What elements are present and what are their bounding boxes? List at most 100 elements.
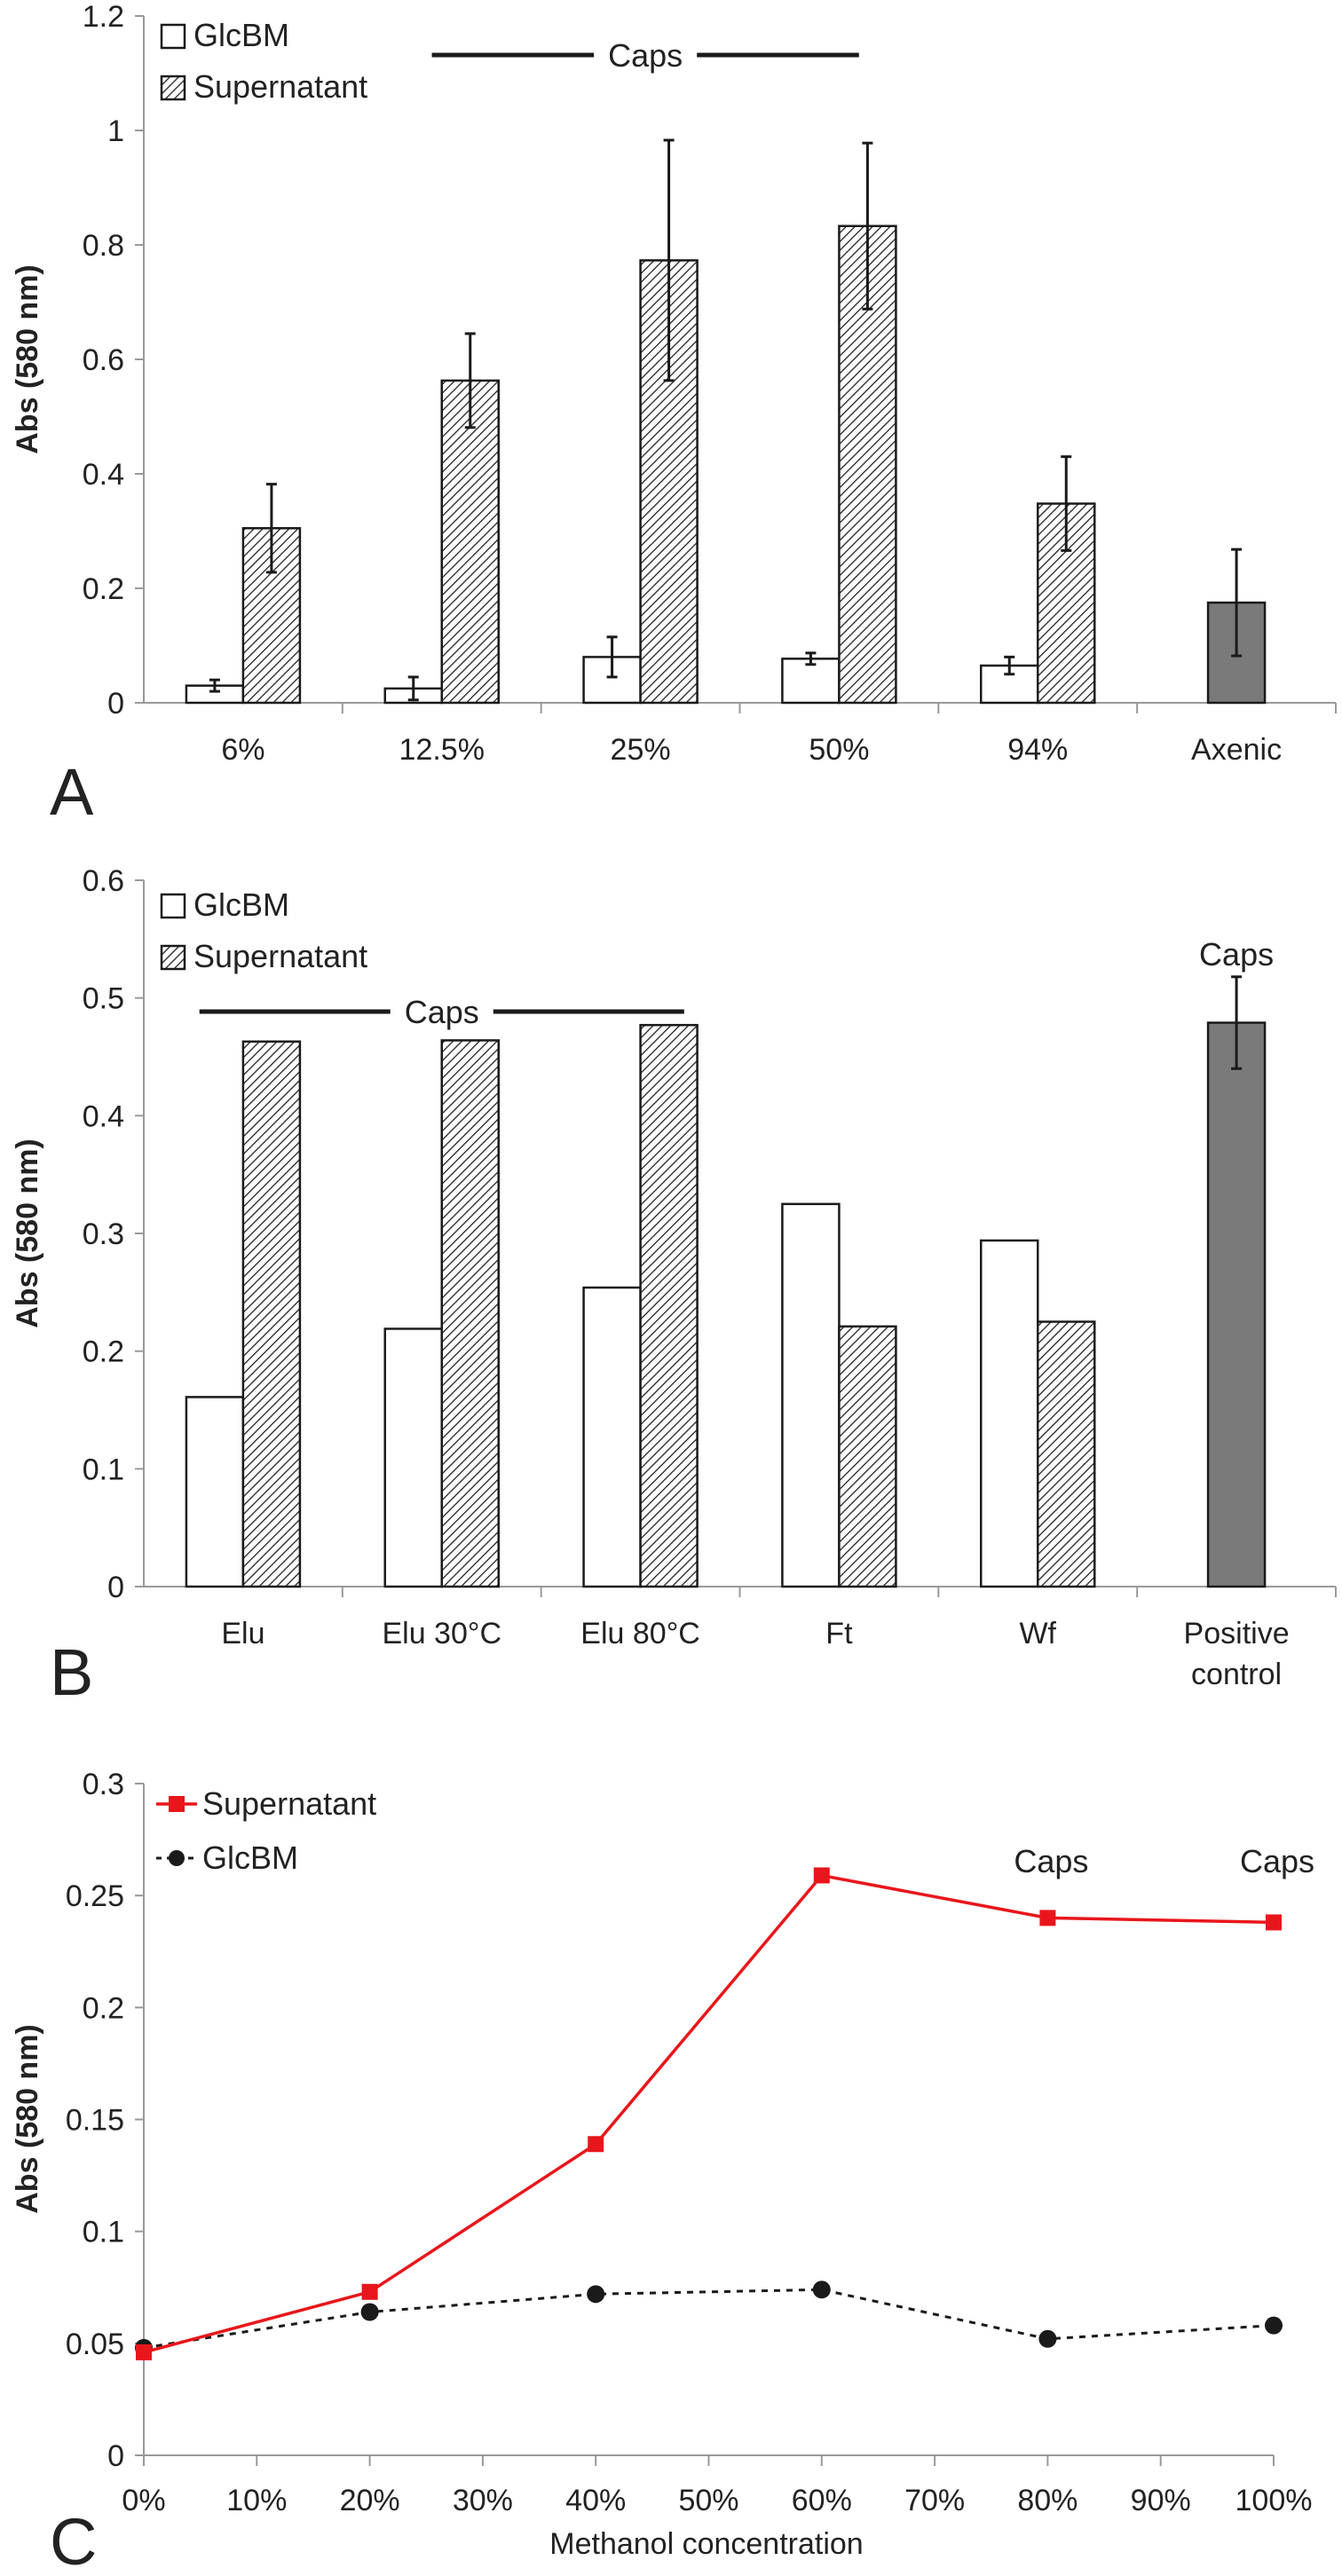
legend-label: Supernatant <box>193 68 367 105</box>
y-tick-label: 0.6 <box>83 864 124 898</box>
x-tick-label: 25% <box>611 733 671 767</box>
glcbm-series-line <box>143 2288 1275 2350</box>
y-tick-label: 0 <box>107 687 124 721</box>
legend-label: GlcBM <box>193 17 289 53</box>
x-tick-label: 10% <box>226 2484 287 2517</box>
caps-label: Caps <box>1014 1843 1088 1879</box>
supernatant-point <box>813 1867 830 1884</box>
y-tick-label: 1 <box>107 114 124 148</box>
supernatant-point <box>361 2283 378 2300</box>
panel-letter: A <box>50 755 94 829</box>
supernatant-series-line <box>143 1873 1275 2354</box>
glcbm-bar <box>781 658 841 705</box>
x-tick-label: 50% <box>809 733 869 767</box>
glcbm-point <box>360 2303 379 2321</box>
y-tick-label: 0.15 <box>66 2104 124 2138</box>
legend-swatch-marker <box>169 1796 185 1812</box>
legend-label: GlcBM <box>202 1839 298 1876</box>
supernatant-point <box>1266 1914 1282 1931</box>
legend-swatch <box>160 944 186 971</box>
y-tick-label: 1.2 <box>83 0 124 34</box>
x-axis-label: Methanol concentration <box>549 2527 863 2561</box>
x-tick-label: 20% <box>340 2484 400 2517</box>
glcbm-point <box>587 2285 605 2304</box>
x-tick-label: Elu 30°C <box>382 1617 501 1650</box>
x-tick-label: 40% <box>565 2484 626 2517</box>
panel-a: 0 0.2 0.4 0.6 0.8 1 1.2 Abs (580 nm) 6% 12.5% 25% 5… <box>11 0 1337 767</box>
caps-label: Caps <box>1240 1843 1314 1879</box>
y-tick-label: 0.2 <box>83 1335 124 1369</box>
glcbm-point <box>812 2281 831 2299</box>
legend-swatch <box>160 23 186 50</box>
supernatant-bar <box>241 1040 302 1588</box>
legend-label: Supernatant <box>193 938 367 974</box>
x-tick-label: 30% <box>453 2484 513 2517</box>
y-tick-label: 0.4 <box>83 458 124 492</box>
panel-letter: B <box>50 1635 93 1709</box>
x-tick-label: 0% <box>122 2484 165 2517</box>
glcbm-bar <box>582 1286 642 1588</box>
y-tick-label: 0.25 <box>66 1879 124 1913</box>
legend-swatch <box>160 893 186 919</box>
caps-label: Caps <box>1199 936 1274 973</box>
panel-letter: C <box>50 2505 97 2572</box>
x-tick-label: control <box>1191 1658 1282 1691</box>
x-tick-label: Elu <box>221 1617 264 1650</box>
glcbm-bar <box>185 1396 245 1588</box>
y-tick-label: 0 <box>107 2439 124 2473</box>
y-tick-label: 0.3 <box>83 1217 124 1251</box>
supernatant-bar <box>639 1023 699 1588</box>
y-tick-label: 0 <box>107 1571 124 1604</box>
legend-label: Supernatant <box>202 1785 376 1822</box>
y-axis-label: Abs (580 nm) <box>11 264 44 454</box>
y-tick-label: 0.3 <box>83 1768 124 1801</box>
legend-swatch <box>160 75 186 101</box>
x-tick-label: Axenic <box>1191 733 1282 767</box>
caps-label-backdrop <box>390 992 493 1031</box>
x-tick-label: 70% <box>904 2484 965 2517</box>
x-tick-label: 50% <box>678 2484 738 2517</box>
y-tick-label: 0.2 <box>83 572 124 606</box>
supernatant-point <box>588 2136 604 2153</box>
legend-label: GlcBM <box>193 886 289 923</box>
glcbm-point <box>1038 2329 1057 2348</box>
caps-label-backdrop <box>594 35 698 75</box>
supernatant-point <box>136 2344 152 2360</box>
y-tick-label: 0.05 <box>66 2328 124 2361</box>
y-axis-label: Abs (580 nm) <box>11 1138 44 1328</box>
y-tick-label: 0.8 <box>83 229 124 263</box>
supernatant-bar <box>440 1039 500 1588</box>
x-tick-label: Elu 80°C <box>580 1617 700 1650</box>
supernatant-bar <box>440 379 500 705</box>
x-tick-label: Ft <box>825 1617 853 1650</box>
supernatant-point <box>1039 1910 1056 1926</box>
glcbm-bar <box>383 1327 443 1588</box>
control-bar <box>1206 1021 1267 1588</box>
y-tick-label: 0.6 <box>83 343 124 377</box>
y-tick-label: 0.2 <box>83 1991 124 2025</box>
x-tick-label: 12.5% <box>399 733 485 767</box>
supernatant-bar <box>1037 1320 1096 1588</box>
legend: Supernatant GlcBM <box>156 1785 376 1876</box>
x-tick-label: 94% <box>1007 733 1068 767</box>
caps-label: Caps <box>405 994 479 1030</box>
x-tick-label: 60% <box>792 2484 852 2517</box>
glcbm-bar <box>781 1202 841 1588</box>
panel-c: 0 0.05 0.1 0.15 0.2 0.25 0.3 Abs (580 nm) 0% 10% 2… <box>11 1768 1314 2561</box>
x-tick-label: 6% <box>221 733 264 767</box>
caps-label: Caps <box>608 37 683 74</box>
y-tick-label: 0.1 <box>83 2216 124 2249</box>
y-tick-label: 0.5 <box>83 982 124 1016</box>
glcbm-point <box>1265 2316 1283 2335</box>
x-tick-label: 100% <box>1235 2484 1313 2517</box>
y-axis-label: Abs (580 nm) <box>11 2024 44 2214</box>
glcbm-bar <box>980 1239 1039 1588</box>
legend-swatch-marker <box>169 1850 185 1866</box>
x-tick-label: Wf <box>1019 1617 1056 1650</box>
x-tick-label: 80% <box>1017 2484 1078 2517</box>
y-tick-label: 0.1 <box>83 1453 124 1486</box>
y-tick-label: 0.4 <box>83 1099 124 1133</box>
x-tick-label: Positive <box>1184 1617 1290 1650</box>
